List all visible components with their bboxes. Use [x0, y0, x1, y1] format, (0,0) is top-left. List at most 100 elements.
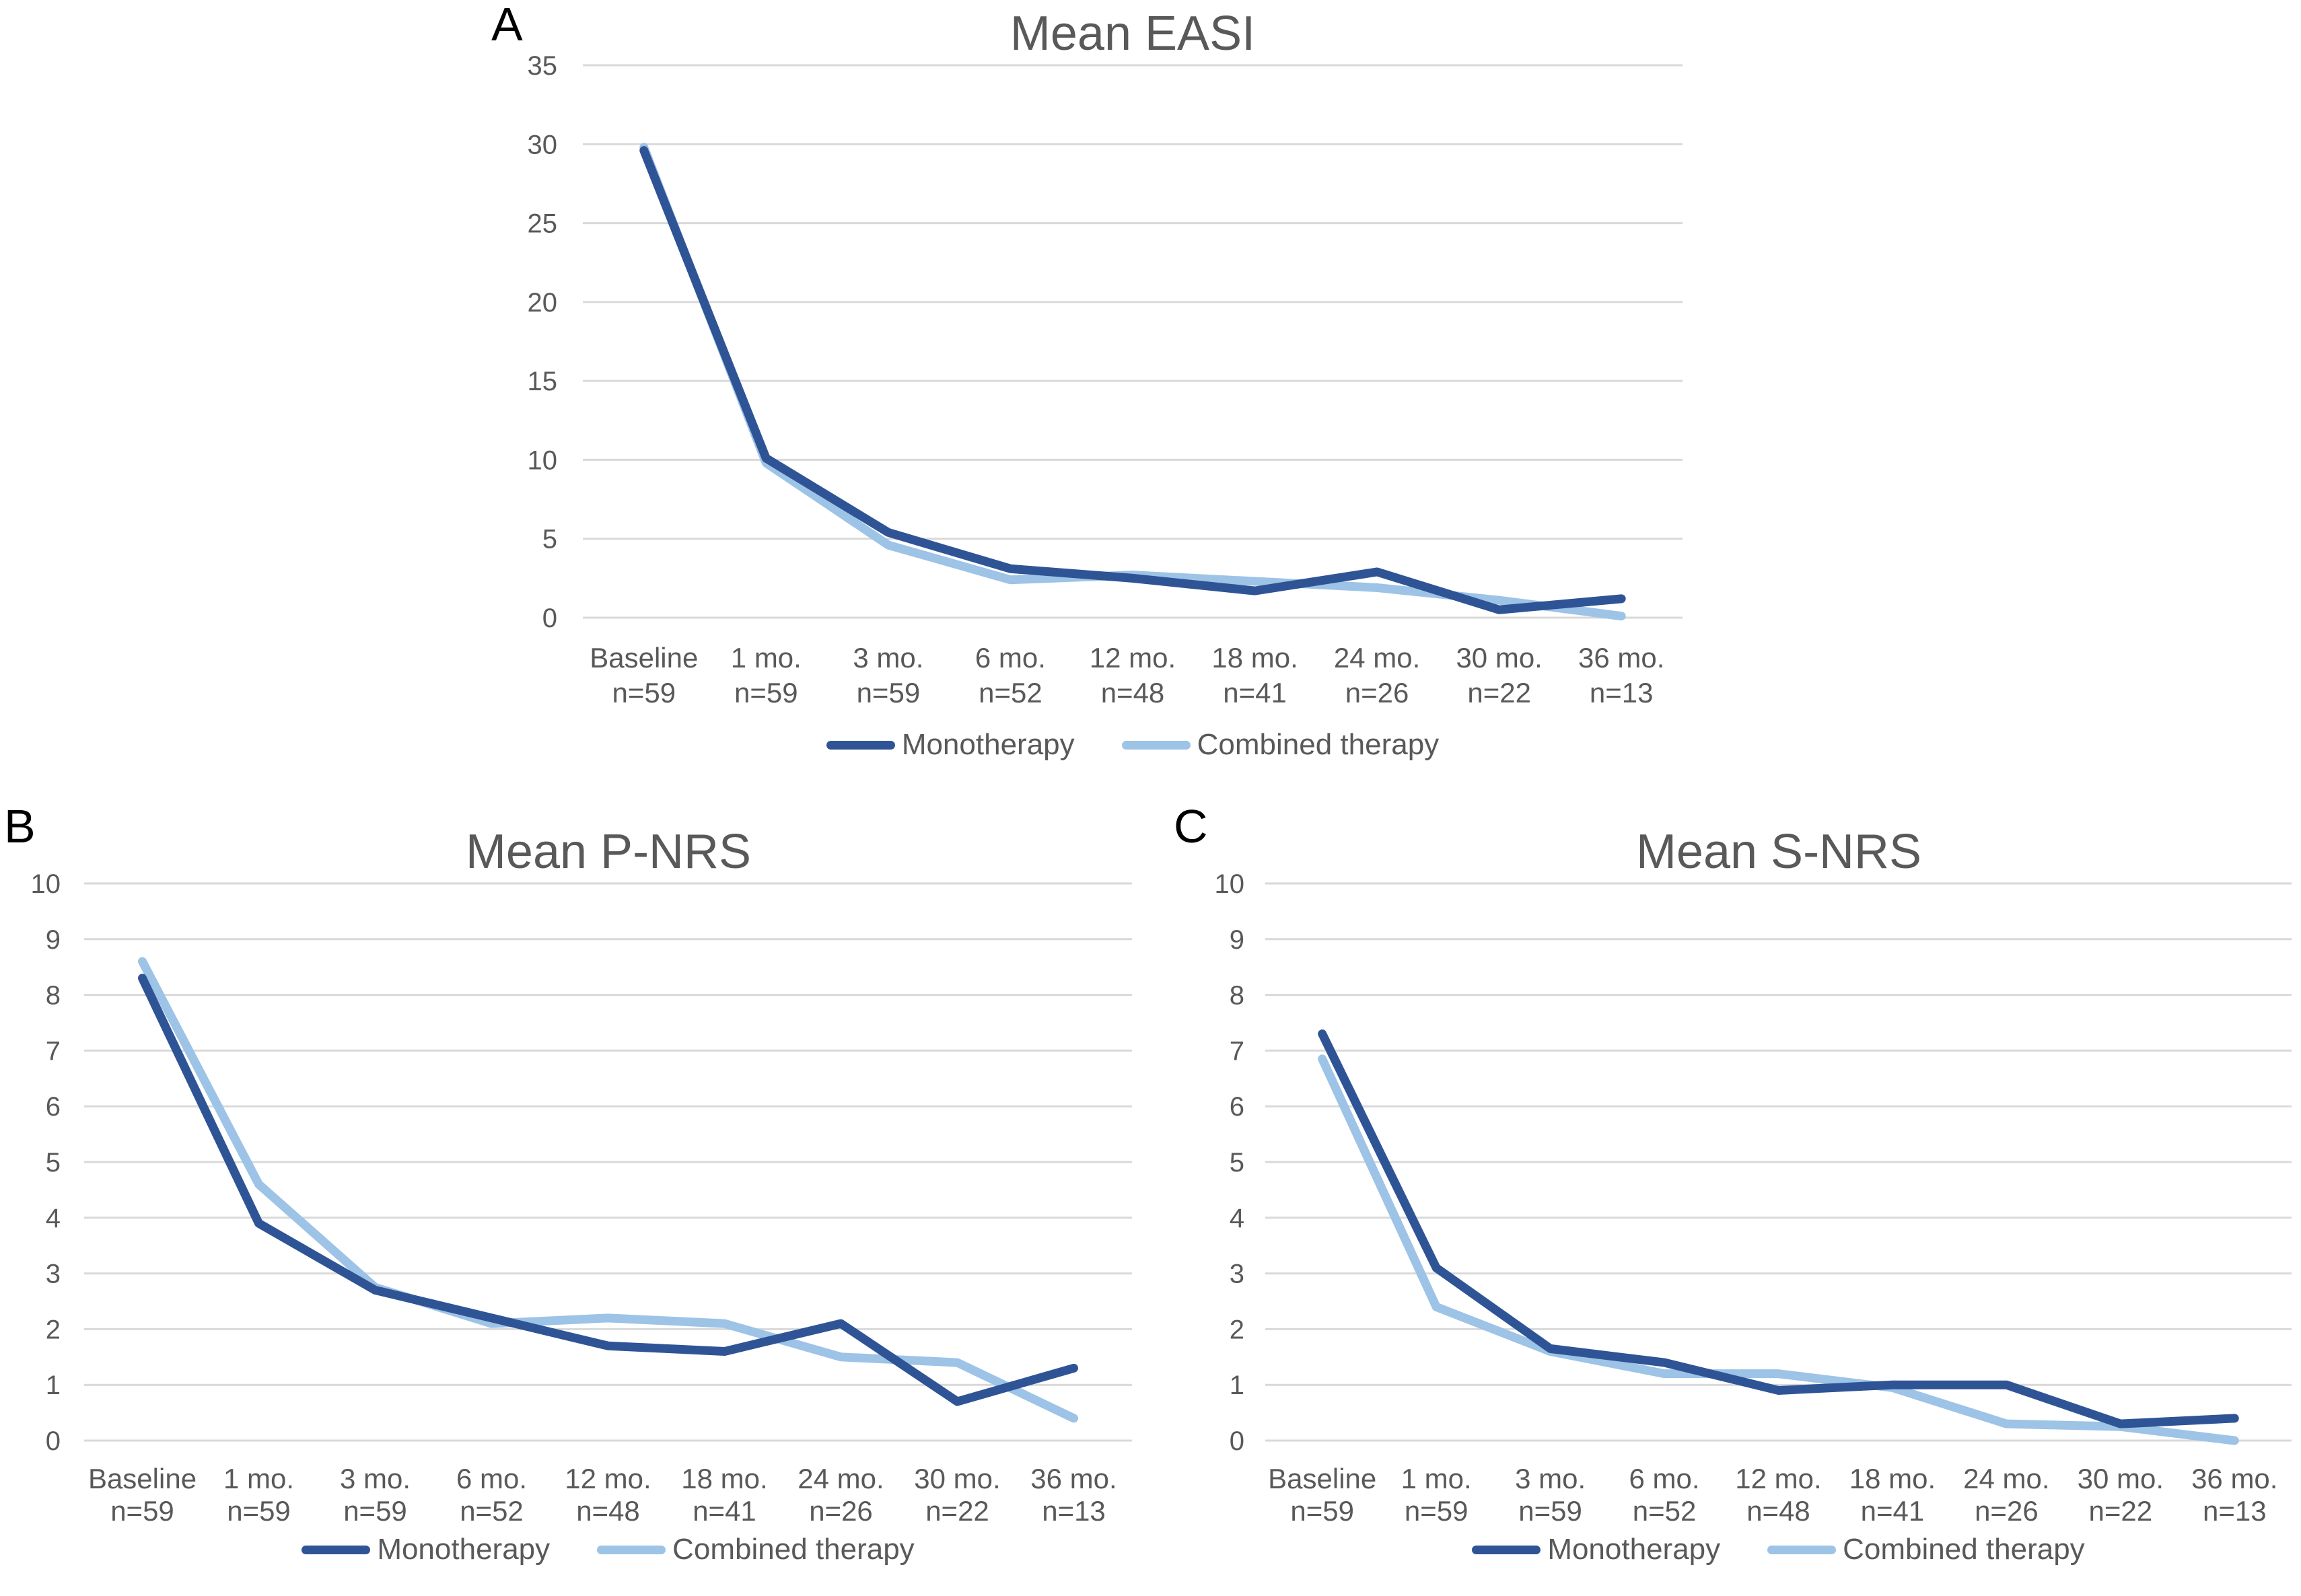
x-axis-n-label: n=59 [227, 1495, 291, 1527]
x-axis-n-label: n=59 [1290, 1495, 1354, 1527]
x-axis-n-label: n=41 [693, 1495, 756, 1527]
y-axis-tick-label: 20 [528, 288, 558, 318]
x-axis-n-label: n=41 [1861, 1495, 1925, 1527]
y-axis-tick-label: 6 [46, 1092, 61, 1122]
y-axis-tick-label: 4 [46, 1204, 61, 1233]
x-axis-category-label: 1 mo. [1401, 1463, 1472, 1494]
x-axis-n-label: n=59 [734, 677, 798, 709]
y-axis-tick-label: 7 [46, 1036, 61, 1066]
x-axis-n-label: n=59 [110, 1495, 174, 1527]
y-axis-tick-label: 0 [46, 1426, 61, 1456]
y-axis-tick-label: 25 [528, 209, 558, 239]
x-axis-category-label: 36 mo. [1030, 1463, 1117, 1494]
legend-item-monotherapy: Monotherapy [302, 1533, 550, 1566]
y-axis-tick-label: 0 [542, 604, 557, 633]
y-axis-tick-label: 1 [46, 1371, 61, 1400]
y-axis-tick-label: 8 [46, 981, 61, 1011]
legend-label-combined-therapy: Combined therapy [1197, 728, 1440, 761]
y-axis-tick-label: 2 [46, 1315, 61, 1344]
x-axis-n-label: n=52 [1633, 1495, 1697, 1527]
x-axis-n-label: n=22 [925, 1495, 989, 1527]
y-axis-tick-label: 4 [1230, 1204, 1244, 1233]
x-axis-n-label: n=26 [809, 1495, 873, 1527]
x-axis-category-label: 3 mo. [1515, 1463, 1586, 1494]
x-axis-category-label: 12 mo. [1090, 642, 1176, 674]
legend-snrs: Monotherapy Combined therapy [1265, 1533, 2292, 1566]
x-axis-n-label: n=22 [1467, 677, 1531, 709]
x-axis-category-label: 3 mo. [853, 642, 923, 674]
chart-title-snrs: Mean S-NRS [1636, 825, 1921, 879]
x-axis-category-label: 3 mo. [340, 1463, 411, 1494]
monotherapy-line-swatch [826, 740, 895, 750]
x-axis-n-label: n=52 [979, 677, 1042, 709]
y-axis-tick-label: 10 [31, 869, 61, 899]
y-axis-tick-label: 3 [1230, 1260, 1244, 1289]
series-line-combined-therapy [138, 957, 1078, 1423]
chart-panel-pnrs: B Mean P-NRS 0 1 2 3 4 5 6 7 8 9 10 Baseline n=59 1 m… [0, 794, 1150, 1596]
y-axis-tick-label: 5 [542, 525, 557, 554]
legend-label-monotherapy: Monotherapy [377, 1533, 551, 1566]
series-line-monotherapy [1318, 1029, 2239, 1428]
x-axis-n-label: n=48 [1746, 1495, 1810, 1527]
x-axis-n-label: n=59 [1405, 1495, 1468, 1527]
legend-pnrs: Monotherapy Combined therapy [84, 1533, 1132, 1566]
y-axis-tick-label: 5 [46, 1148, 61, 1177]
y-axis-tick-label: 9 [46, 925, 61, 955]
chart-panel-easi: A Mean EASI 0 5 10 15 20 25 30 35 Baseline n=59 1 … [471, 0, 1689, 791]
x-axis-n-label: n=22 [2089, 1495, 2153, 1527]
combined-therapy-line-swatch [1121, 740, 1191, 750]
x-axis-category-label: 1 mo. [223, 1463, 294, 1494]
legend-item-monotherapy: Monotherapy [826, 728, 1075, 762]
combined-therapy-line-swatch [1767, 1545, 1837, 1554]
panel-letter-c: C [1174, 800, 1208, 853]
x-axis-n-label: n=52 [460, 1495, 524, 1527]
x-axis-category-label: 30 mo. [2078, 1463, 2164, 1494]
series-line-monotherapy [639, 146, 1626, 614]
y-axis-tick-label: 6 [1230, 1092, 1244, 1122]
legend-item-combined-therapy: Combined therapy [597, 1533, 915, 1566]
x-axis-category-label: 12 mo. [1735, 1463, 1821, 1494]
series-line-monotherapy [138, 974, 1078, 1406]
y-axis-tick-label: 9 [1230, 925, 1244, 955]
monotherapy-line-swatch [302, 1545, 371, 1554]
x-axis-category-label: 18 mo. [1211, 642, 1298, 674]
x-axis-n-label: n=41 [1223, 677, 1287, 709]
x-axis-n-label: n=26 [1975, 1495, 2039, 1527]
y-axis-tick-label: 2 [1230, 1315, 1244, 1344]
monotherapy-line-swatch [1472, 1545, 1541, 1554]
legend-item-combined-therapy: Combined therapy [1767, 1533, 2085, 1566]
x-axis-category-label: 36 mo. [2191, 1463, 2277, 1494]
x-axis-category-label: 6 mo. [1629, 1463, 1700, 1494]
chart-title-easi: Mean EASI [1010, 7, 1255, 61]
y-axis-tick-label: 3 [46, 1260, 61, 1289]
x-axis-category-label: 24 mo. [798, 1463, 884, 1494]
x-axis-n-label: n=13 [2203, 1495, 2267, 1527]
x-axis-category-label: Baseline [590, 642, 698, 674]
x-axis-category-label: 12 mo. [565, 1463, 651, 1494]
x-axis-category-label: 1 mo. [731, 642, 802, 674]
legend-label-combined-therapy: Combined therapy [1843, 1533, 2085, 1566]
legend-item-monotherapy: Monotherapy [1472, 1533, 1720, 1566]
y-axis-tick-label: 10 [1215, 869, 1245, 899]
x-axis-n-label: n=59 [343, 1495, 407, 1527]
x-axis-n-label: n=59 [1518, 1495, 1582, 1527]
x-axis-n-label: n=13 [1590, 677, 1654, 709]
y-axis-tick-label: 10 [528, 445, 558, 475]
x-axis-category-label: 36 mo. [1578, 642, 1664, 674]
x-axis-n-label: n=48 [576, 1495, 640, 1527]
panel-letter-a: A [491, 0, 523, 50]
x-axis-category-label: 18 mo. [681, 1463, 767, 1494]
x-axis-category-label: Baseline [88, 1463, 197, 1494]
panel-letter-b: B [4, 800, 36, 853]
y-axis-tick-label: 5 [1230, 1148, 1244, 1177]
legend-item-combined-therapy: Combined therapy [1121, 728, 1440, 762]
legend-label-combined-therapy: Combined therapy [672, 1533, 915, 1566]
chart-title-pnrs: Mean P-NRS [466, 825, 751, 879]
legend-label-monotherapy: Monotherapy [1547, 1533, 1721, 1566]
x-axis-category-label: 6 mo. [975, 642, 1046, 674]
y-axis-tick-label: 15 [528, 367, 558, 396]
series-line-combined-therapy [1318, 1054, 2239, 1445]
x-axis-n-label: n=26 [1345, 677, 1409, 709]
x-axis-n-label: n=48 [1101, 677, 1165, 709]
